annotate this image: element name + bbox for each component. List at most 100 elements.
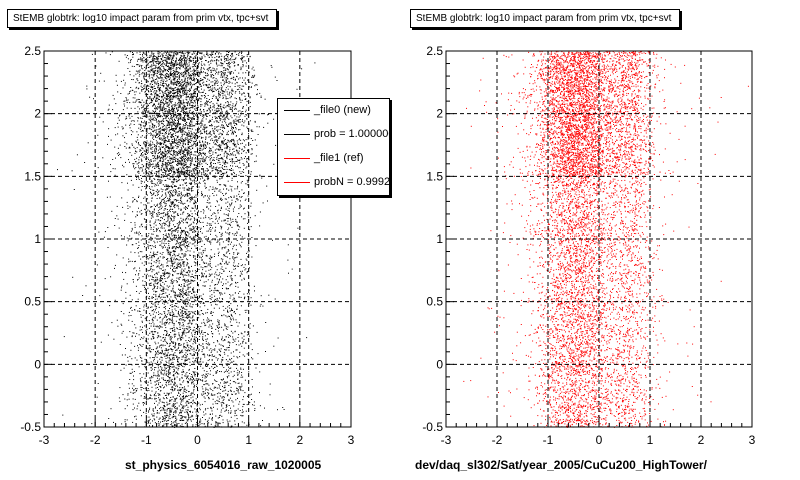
data-point — [177, 204, 179, 206]
data-point — [179, 184, 181, 186]
data-point — [138, 101, 140, 103]
data-point — [159, 113, 161, 115]
data-point — [206, 312, 208, 314]
data-point — [222, 385, 223, 387]
data-point — [229, 362, 231, 364]
data-point — [201, 240, 203, 242]
data-point — [165, 239, 167, 241]
data-point — [144, 261, 146, 263]
data-point — [189, 138, 191, 140]
data-point — [143, 156, 145, 158]
data-point — [178, 191, 180, 192]
data-point — [247, 195, 249, 197]
data-point — [182, 152, 184, 154]
data-point — [163, 398, 165, 400]
data-point — [233, 370, 235, 372]
data-point — [156, 241, 158, 243]
data-point — [205, 173, 207, 175]
data-point — [172, 261, 174, 263]
data-point — [194, 207, 196, 209]
data-point — [167, 111, 169, 113]
data-point — [186, 156, 188, 158]
data-point — [192, 106, 194, 108]
data-point — [185, 83, 187, 85]
data-point — [146, 140, 148, 142]
data-point — [169, 194, 171, 196]
data-point — [222, 90, 224, 92]
data-point — [171, 423, 173, 425]
data-point — [220, 355, 221, 357]
data-point — [137, 247, 139, 249]
data-point — [232, 264, 234, 266]
data-point — [182, 213, 184, 215]
data-point — [147, 420, 149, 422]
data-point — [204, 56, 206, 58]
data-point — [162, 71, 164, 73]
data-point — [220, 126, 222, 128]
data-point — [117, 147, 119, 149]
data-point — [200, 98, 202, 100]
data-point — [224, 163, 226, 165]
data-point — [178, 334, 180, 336]
data-point — [165, 348, 167, 349]
data-point — [221, 404, 223, 406]
data-point — [165, 358, 167, 359]
data-point — [150, 325, 152, 327]
data-point — [149, 55, 151, 57]
data-point — [231, 283, 233, 285]
data-point — [173, 75, 175, 77]
data-point — [174, 176, 176, 177]
data-point — [184, 330, 186, 332]
data-point — [215, 144, 217, 146]
data-point — [225, 208, 227, 210]
data-point — [168, 140, 170, 142]
data-point — [172, 230, 174, 232]
data-point — [219, 385, 221, 387]
data-point — [186, 105, 188, 107]
data-point — [234, 299, 236, 301]
data-point — [195, 411, 197, 413]
data-point — [220, 379, 222, 380]
data-point — [143, 336, 145, 338]
data-point — [208, 79, 210, 81]
data-point — [180, 129, 182, 131]
data-point — [143, 165, 145, 167]
data-point — [149, 275, 151, 277]
data-point — [153, 134, 155, 136]
data-point — [211, 170, 213, 172]
data-point — [148, 76, 150, 78]
data-point — [160, 406, 162, 408]
data-point — [188, 416, 189, 418]
data-point — [160, 410, 162, 412]
data-point — [174, 226, 175, 228]
data-point — [216, 179, 218, 181]
data-point — [156, 164, 158, 165]
data-point — [150, 192, 152, 194]
data-point — [199, 333, 201, 335]
data-point — [155, 307, 157, 309]
data-point — [175, 97, 177, 99]
data-point — [145, 75, 147, 77]
data-point — [147, 246, 149, 248]
data-point — [178, 162, 180, 164]
data-point — [205, 270, 207, 272]
data-point — [159, 345, 161, 347]
data-point — [185, 85, 187, 87]
data-point — [184, 232, 186, 233]
data-point — [160, 180, 162, 182]
data-point — [192, 198, 194, 200]
data-point — [132, 279, 134, 280]
data-point — [203, 414, 205, 416]
data-point — [240, 272, 242, 274]
data-point — [216, 351, 218, 353]
data-point — [200, 108, 201, 110]
data-point — [184, 255, 186, 257]
data-point — [137, 279, 138, 281]
data-point — [212, 91, 213, 93]
data-point — [169, 308, 170, 309]
data-point — [232, 120, 234, 122]
data-point — [212, 413, 213, 415]
data-point — [161, 180, 163, 182]
data-point — [260, 95, 262, 97]
data-point — [151, 98, 153, 100]
